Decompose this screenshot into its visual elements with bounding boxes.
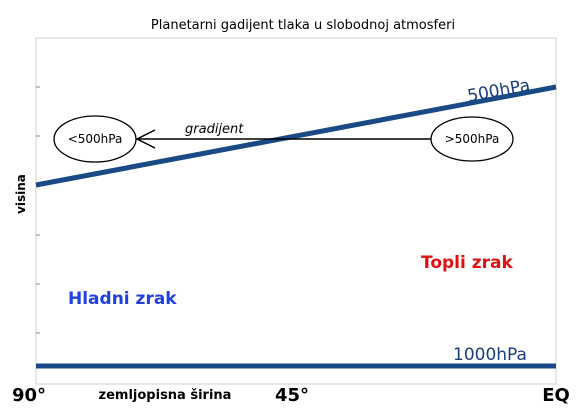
warm-air-label: Topli zrak (421, 253, 514, 273)
gradient-label: gradijent (185, 122, 244, 137)
isobar-500-label: 500hPa (466, 75, 532, 106)
y-axis-label: visina (14, 174, 28, 214)
x-tick-eq: EQ (542, 385, 570, 406)
high-pressure-label: >500hPa (445, 132, 500, 146)
cold-air-label: Hladni zrak (68, 289, 177, 309)
plot-area (35, 37, 557, 385)
x-tick-90: 90° (12, 385, 46, 406)
isobar-500-line (35, 84, 557, 188)
x-tick-45: 45° (275, 385, 309, 406)
gradient-arrow (135, 129, 431, 149)
diagram-title: Planetarni gadijent tlaka u slobodnoj at… (151, 18, 455, 33)
high-pressure-ellipse (430, 116, 514, 162)
isobar-1000-label: 1000hPa (453, 345, 527, 365)
x-axis-label: zemljopisna širina (99, 388, 232, 403)
y-axis-ticks (36, 86, 40, 334)
low-pressure-label: <500hPa (68, 132, 123, 146)
low-pressure-ellipse (53, 115, 137, 163)
